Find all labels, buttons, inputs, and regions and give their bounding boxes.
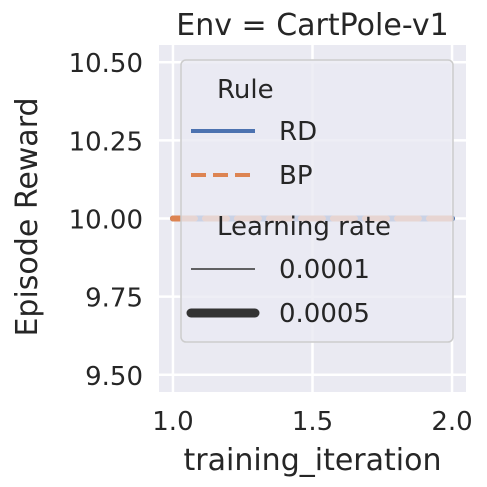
y-ticks: 9.50 9.75 10.00 10.25 10.50 xyxy=(69,49,143,392)
legend-title-learning-rate: Learning rate xyxy=(217,212,391,242)
legend-label-lr-0005: 0.0005 xyxy=(279,299,370,329)
legend-title-rule: Rule xyxy=(217,75,274,105)
chart-title: Env = CartPole-v1 xyxy=(176,8,448,43)
legend-label-lr-0001: 0.0001 xyxy=(279,255,370,285)
x-tick-label: 1.0 xyxy=(152,407,193,437)
legend-label-rd: RD xyxy=(279,117,317,147)
y-axis-label: Episode Reward xyxy=(10,97,45,336)
y-tick-label: 9.50 xyxy=(85,362,143,392)
x-tick-label: 2.0 xyxy=(431,407,472,437)
y-tick-label: 10.00 xyxy=(69,206,143,236)
y-tick-label: 10.25 xyxy=(69,127,143,157)
y-tick-label: 10.50 xyxy=(69,49,143,79)
legend: Rule RD BP Learning rate 0.0001 0.0005 xyxy=(180,59,454,343)
x-axis-label: training_iteration xyxy=(184,443,442,478)
y-tick-label: 9.75 xyxy=(85,284,143,314)
x-ticks: 1.0 1.5 2.0 xyxy=(152,407,472,437)
x-tick-label: 1.5 xyxy=(292,407,333,437)
legend-label-bp: BP xyxy=(279,161,313,191)
